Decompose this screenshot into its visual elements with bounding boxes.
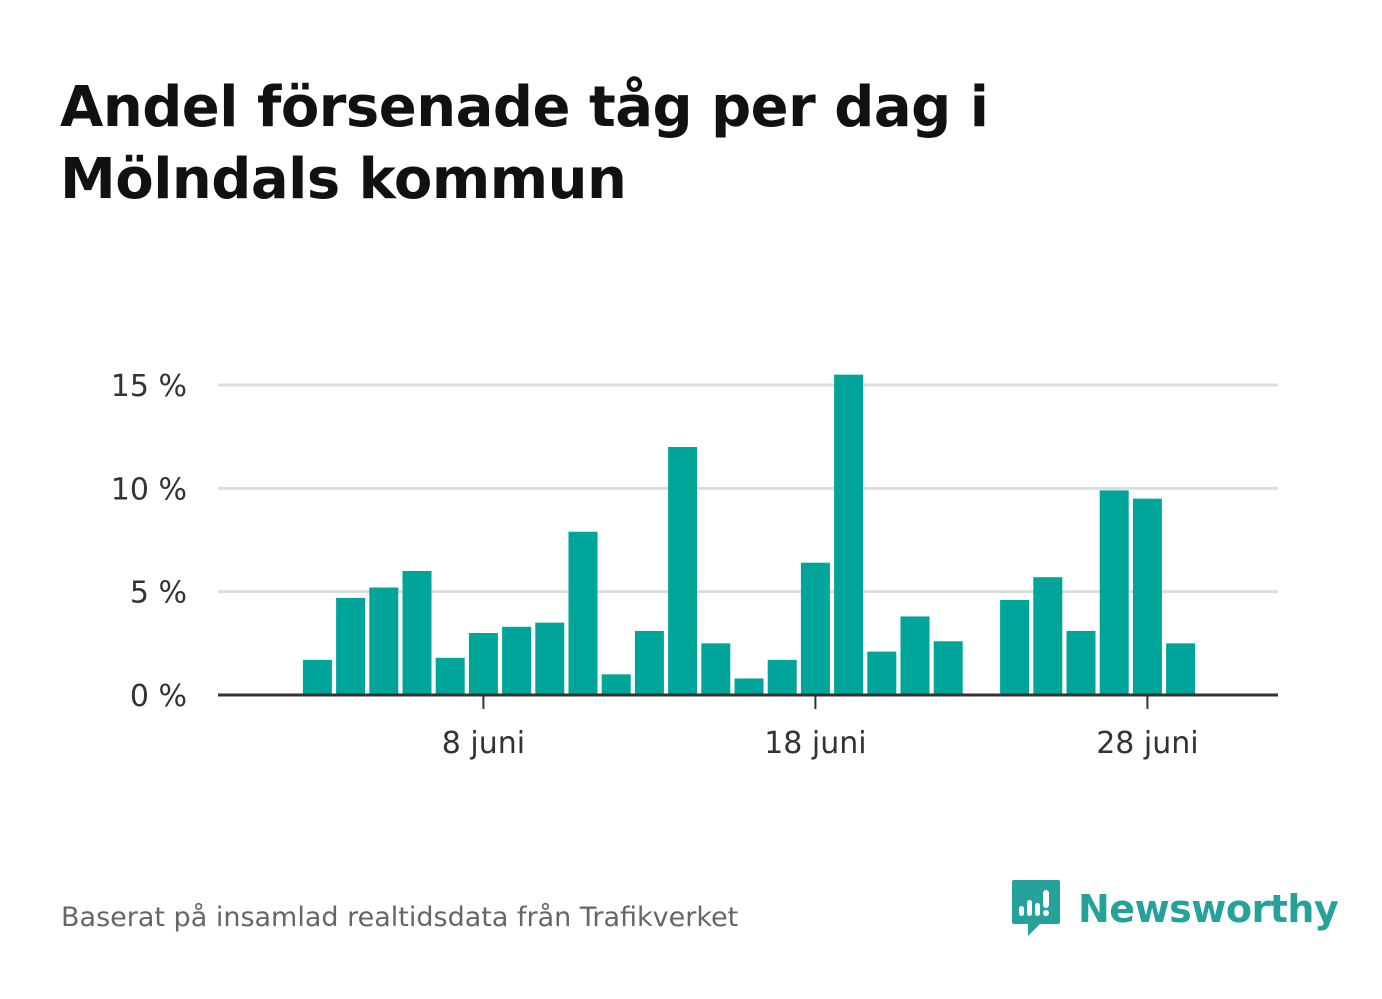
bar bbox=[867, 651, 897, 695]
bar bbox=[701, 643, 731, 695]
x-tick-label: 8 juni bbox=[442, 726, 525, 761]
bars bbox=[302, 374, 1196, 695]
y-axis-ticks: 0 % 5 % 10 % 15 % bbox=[111, 369, 187, 714]
x-axis-ticks: 8 juni 18 juni 28 juni bbox=[442, 695, 1199, 761]
bar bbox=[1132, 498, 1162, 695]
brand: Newsworthy bbox=[1010, 878, 1339, 940]
bar bbox=[800, 562, 830, 695]
bar bbox=[336, 597, 366, 695]
bar bbox=[734, 678, 764, 695]
bar bbox=[568, 531, 598, 695]
bar bbox=[435, 657, 465, 695]
bar bbox=[1099, 490, 1129, 695]
y-tick-label: 5 % bbox=[130, 576, 187, 611]
y-tick-label: 15 % bbox=[111, 369, 187, 404]
x-tick-label: 18 juni bbox=[764, 726, 866, 761]
brand-name: Newsworthy bbox=[1078, 887, 1339, 931]
bar bbox=[502, 626, 532, 695]
x-tick-label: 28 juni bbox=[1096, 726, 1198, 761]
bar bbox=[1033, 577, 1063, 695]
newsworthy-logo-icon bbox=[1012, 880, 1060, 936]
bar bbox=[468, 633, 498, 695]
bar bbox=[933, 641, 963, 695]
chart-title: Andel försenade tåg per dag i Mölndals k… bbox=[60, 75, 989, 212]
source-note: Baserat på insamlad realtidsdata från Tr… bbox=[61, 902, 739, 933]
bar bbox=[1000, 599, 1030, 695]
bar bbox=[1166, 643, 1196, 695]
bar bbox=[900, 616, 930, 695]
bar bbox=[668, 447, 698, 695]
bar bbox=[767, 659, 797, 695]
bar bbox=[302, 659, 332, 695]
bar bbox=[601, 674, 631, 695]
y-tick-label: 0 % bbox=[130, 679, 187, 714]
bar bbox=[535, 622, 565, 695]
y-tick-label: 10 % bbox=[111, 472, 187, 507]
bar bbox=[834, 374, 864, 695]
bar bbox=[402, 571, 432, 695]
bar bbox=[1066, 630, 1096, 695]
bar bbox=[369, 587, 399, 695]
bar bbox=[634, 630, 664, 695]
